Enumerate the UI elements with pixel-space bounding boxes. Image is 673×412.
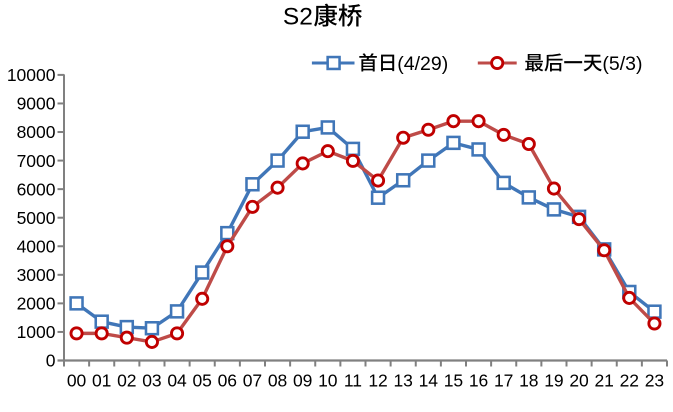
- svg-text:06: 06: [218, 371, 237, 391]
- svg-text:21: 21: [594, 371, 613, 391]
- svg-text:04: 04: [167, 371, 187, 391]
- svg-text:19: 19: [544, 371, 563, 391]
- svg-text:9000: 9000: [17, 94, 56, 114]
- svg-text:17: 17: [494, 371, 513, 391]
- svg-text:15: 15: [444, 371, 463, 391]
- svg-text:8000: 8000: [17, 122, 56, 142]
- svg-text:02: 02: [117, 371, 136, 391]
- svg-text:22: 22: [620, 371, 639, 391]
- svg-text:(5/3): (5/3): [602, 53, 642, 75]
- svg-text:(4/29): (4/29): [397, 53, 448, 75]
- svg-text:13: 13: [393, 371, 412, 391]
- svg-text:03: 03: [142, 371, 161, 391]
- svg-text:01: 01: [92, 371, 111, 391]
- svg-text:07: 07: [243, 371, 262, 391]
- svg-text:14: 14: [419, 371, 439, 391]
- svg-text:1000: 1000: [17, 322, 56, 342]
- svg-text:08: 08: [268, 371, 287, 391]
- svg-text:3000: 3000: [17, 265, 56, 285]
- svg-text:10000: 10000: [7, 65, 56, 85]
- svg-text:00: 00: [67, 371, 87, 391]
- svg-text:S2: S2: [283, 4, 313, 31]
- svg-text:6000: 6000: [17, 179, 56, 199]
- svg-text:0: 0: [46, 351, 56, 371]
- svg-text:23: 23: [645, 371, 664, 391]
- svg-text:20: 20: [569, 371, 589, 391]
- svg-text:18: 18: [519, 371, 538, 391]
- svg-text:11: 11: [344, 371, 362, 391]
- svg-text:5000: 5000: [17, 208, 56, 228]
- svg-text:16: 16: [469, 371, 488, 391]
- svg-text:10: 10: [318, 371, 338, 391]
- svg-text:4000: 4000: [17, 236, 56, 256]
- svg-text:7000: 7000: [17, 151, 56, 171]
- svg-text:05: 05: [192, 371, 211, 391]
- svg-text:09: 09: [293, 371, 312, 391]
- svg-text:12: 12: [368, 371, 387, 391]
- svg-text:2000: 2000: [17, 294, 56, 314]
